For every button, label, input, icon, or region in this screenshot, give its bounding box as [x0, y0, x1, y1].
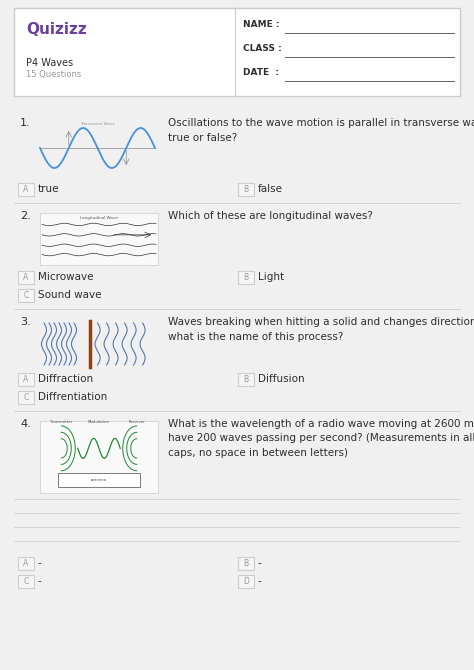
- Bar: [58, 473, 140, 487]
- Text: A: A: [23, 375, 28, 384]
- Text: Diffusion: Diffusion: [258, 375, 305, 385]
- Text: A: A: [23, 559, 28, 568]
- Text: -: -: [38, 576, 42, 586]
- Text: DATE  :: DATE :: [243, 68, 279, 77]
- Text: CLASS :: CLASS :: [243, 44, 282, 53]
- Text: -: -: [38, 559, 42, 569]
- Bar: [18, 289, 34, 302]
- Text: Transverse Wave: Transverse Wave: [80, 122, 115, 126]
- Text: -: -: [258, 559, 262, 569]
- Bar: [238, 271, 254, 284]
- Bar: [18, 183, 34, 196]
- Text: D: D: [243, 577, 249, 586]
- Text: B: B: [244, 273, 248, 282]
- Text: C: C: [23, 291, 28, 300]
- Text: B: B: [244, 559, 248, 568]
- Text: A: A: [23, 273, 28, 282]
- Bar: [238, 183, 254, 196]
- Text: P4 Waves: P4 Waves: [26, 58, 73, 68]
- Bar: [18, 373, 34, 386]
- Text: Diffraction: Diffraction: [38, 375, 93, 385]
- Text: Sound wave: Sound wave: [38, 291, 101, 301]
- Text: Which of these are longitudinal waves?: Which of these are longitudinal waves?: [168, 211, 373, 221]
- Text: What is the wavelength of a radio wave moving at 2600 m/s and
have 200 waves pas: What is the wavelength of a radio wave m…: [168, 419, 474, 458]
- Bar: [238, 575, 254, 588]
- Text: B: B: [244, 375, 248, 384]
- Text: 15 Questions: 15 Questions: [26, 70, 81, 79]
- Text: -: -: [258, 576, 262, 586]
- Bar: [238, 557, 254, 570]
- Text: Microwave: Microwave: [38, 273, 93, 283]
- Text: Quizizz: Quizizz: [26, 22, 87, 37]
- Text: 3.: 3.: [20, 317, 31, 327]
- Text: Diffrentiation: Diffrentiation: [38, 393, 107, 403]
- Bar: [18, 575, 34, 588]
- Text: true: true: [38, 184, 60, 194]
- Bar: [40, 421, 158, 493]
- Bar: [14, 8, 460, 96]
- Text: Light: Light: [258, 273, 284, 283]
- Text: C: C: [23, 393, 28, 402]
- Text: Longitudinal Wave: Longitudinal Wave: [80, 216, 118, 220]
- Text: Oscillations to the wave motion is parallel in transverse waves,
true or false?: Oscillations to the wave motion is paral…: [168, 118, 474, 143]
- Text: false: false: [258, 184, 283, 194]
- Text: B: B: [244, 185, 248, 194]
- Bar: [18, 271, 34, 284]
- Text: C: C: [23, 577, 28, 586]
- Bar: [18, 557, 34, 570]
- Text: A: A: [23, 185, 28, 194]
- Text: antenna: antenna: [91, 478, 107, 482]
- Text: 1.: 1.: [20, 118, 31, 128]
- Text: Receiver: Receiver: [128, 420, 145, 424]
- Bar: [40, 213, 158, 265]
- Text: 4.: 4.: [20, 419, 31, 429]
- Bar: [238, 373, 254, 386]
- Bar: [18, 391, 34, 404]
- Text: Modulation: Modulation: [88, 420, 110, 424]
- Text: Transmitter: Transmitter: [50, 420, 73, 424]
- Text: 2.: 2.: [20, 211, 31, 221]
- Text: NAME :: NAME :: [243, 20, 280, 29]
- Text: Waves breaking when hitting a solid and changes direction,
what is the name of t: Waves breaking when hitting a solid and …: [168, 317, 474, 342]
